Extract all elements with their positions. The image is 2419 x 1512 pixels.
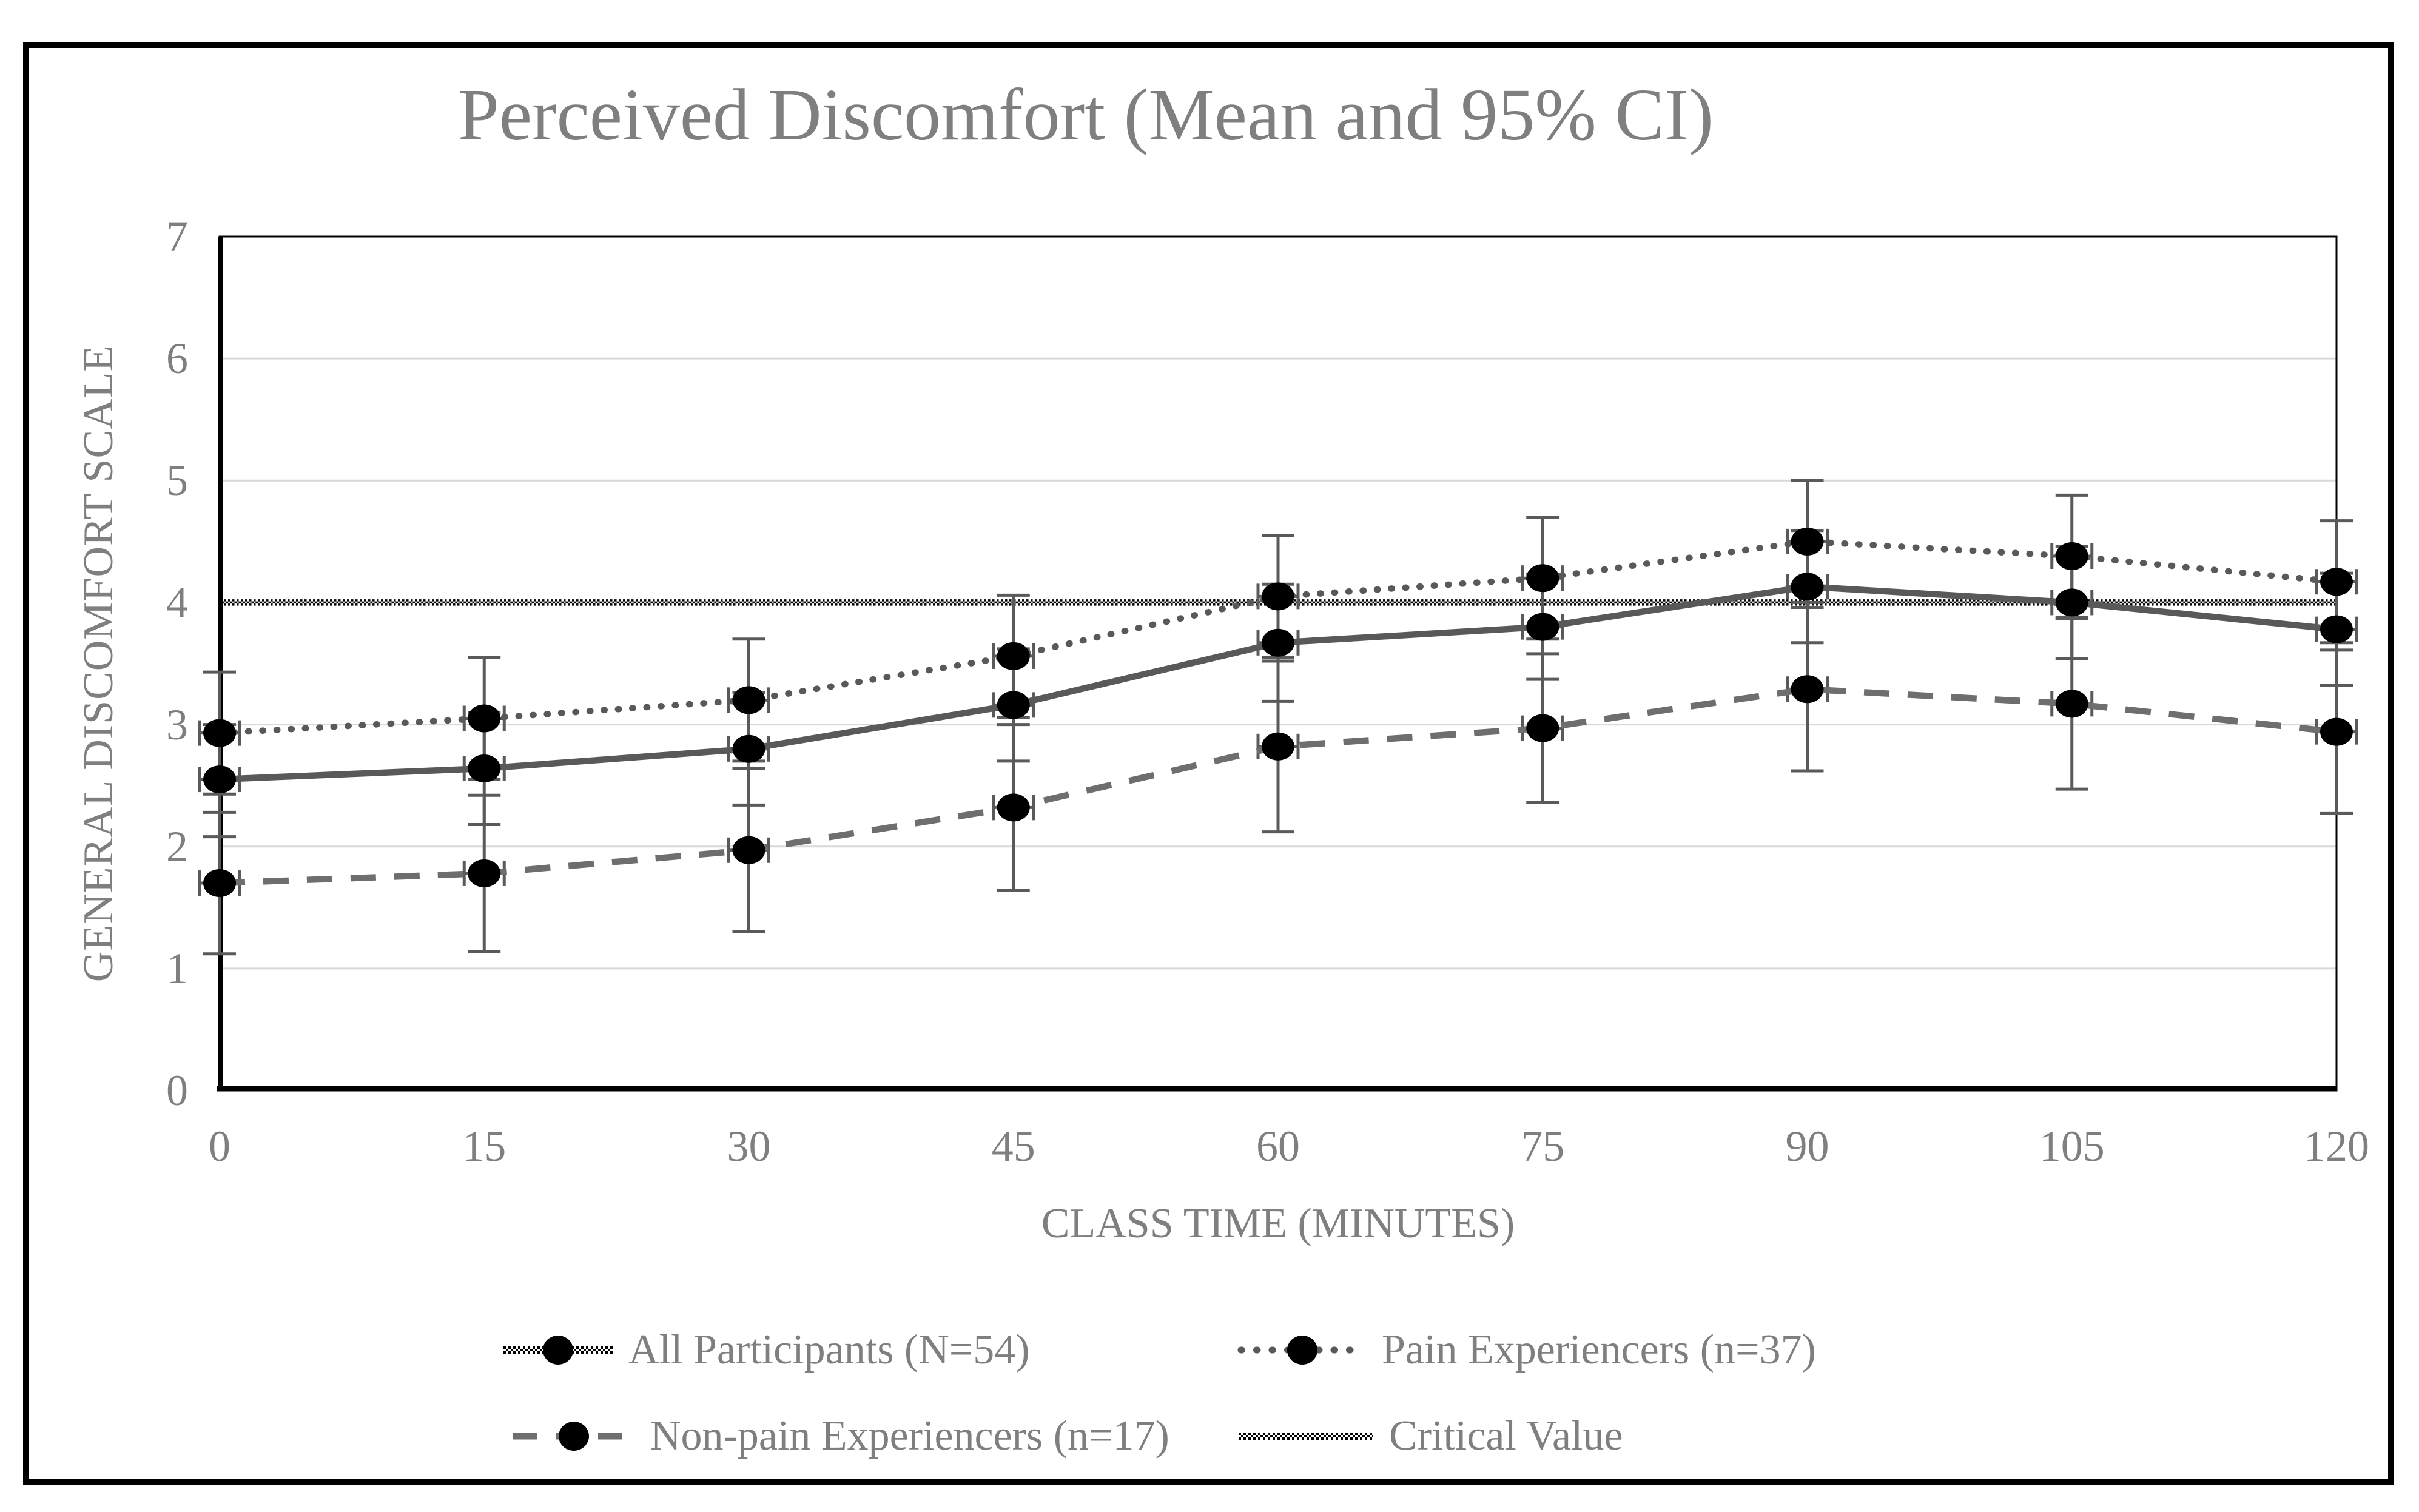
data-point-marker (468, 704, 501, 733)
data-point-marker (2055, 588, 2088, 617)
legend-line-sample-icon (1239, 1433, 1373, 1440)
y-tick-label-6: 6 (166, 334, 188, 383)
legend-label: Pain Experiencers (n=37) (1382, 1326, 1816, 1373)
data-point-marker (468, 754, 501, 782)
x-tick-label-75: 75 (1521, 1122, 1565, 1171)
data-point-marker (2055, 690, 2088, 718)
y-tick-label-2: 2 (166, 822, 188, 871)
x-axis-title: CLASS TIME (MINUTES) (1041, 1200, 1515, 1247)
legend-item-pattern-0: All Participants (N=54) (503, 1321, 1030, 1379)
data-point-marker (1526, 564, 1559, 593)
data-point-marker (2320, 717, 2353, 746)
legend-item-dashed-2: Non-pain Experiencers (n=17) (513, 1407, 1169, 1465)
data-point-marker (1526, 714, 1559, 742)
legend-label: Critical Value (1389, 1413, 1623, 1459)
x-tick-label-45: 45 (991, 1122, 1035, 1171)
plot-area (198, 235, 2358, 1092)
data-point-marker (1262, 628, 1294, 657)
chart-title: Perceived Discomfort (Mean and 95% CI) (458, 74, 1714, 156)
legend-line-sample-icon (513, 1422, 634, 1451)
data-point-marker (997, 642, 1030, 670)
legend-label: All Participants (N=54) (628, 1326, 1030, 1373)
y-tick-label-0: 0 (166, 1066, 188, 1115)
x-tick-label-105: 105 (2039, 1122, 2105, 1171)
data-point-marker (1791, 675, 1824, 704)
data-point-marker (1791, 573, 1824, 601)
legend-label: Non-pain Experiencers (n=17) (650, 1413, 1169, 1459)
x-tick-label-0: 0 (209, 1122, 230, 1171)
x-tick-label-15: 15 (462, 1122, 506, 1171)
y-tick-label-5: 5 (166, 456, 188, 505)
x-tick-label-30: 30 (727, 1122, 771, 1171)
legend-line-sample-icon (1237, 1336, 1367, 1365)
data-point-marker (2320, 568, 2353, 596)
legend-item-pattern-3: Critical Value (1239, 1407, 1623, 1465)
x-tick-label-120: 120 (2304, 1122, 2369, 1171)
data-point-marker (468, 859, 501, 887)
data-point-marker (1262, 732, 1294, 761)
figure-border (23, 42, 2394, 1485)
data-point-marker (997, 691, 1030, 719)
data-point-marker (732, 686, 765, 714)
legend-marker-icon (1287, 1336, 1317, 1365)
data-point-marker (997, 793, 1030, 822)
legend-marker-icon (543, 1336, 573, 1365)
y-axis-title: GENERAL DISCOMFORT SCALE (75, 344, 122, 983)
data-point-marker (1526, 613, 1559, 641)
data-point-marker (203, 765, 236, 794)
y-tick-label-3: 3 (166, 700, 188, 749)
data-point-marker (203, 719, 236, 747)
y-tick-label-7: 7 (166, 212, 188, 261)
data-point-marker (1262, 582, 1294, 611)
data-point-marker (2055, 542, 2088, 570)
data-point-marker (2320, 615, 2353, 643)
legend-line-sample-icon (503, 1336, 613, 1365)
data-point-marker (203, 869, 236, 898)
data-point-marker (1791, 527, 1824, 556)
y-tick-label-4: 4 (166, 578, 188, 627)
x-tick-label-90: 90 (1785, 1122, 1829, 1171)
y-tick-label-1: 1 (166, 944, 188, 993)
data-point-marker (732, 734, 765, 763)
x-tick-label-60: 60 (1256, 1122, 1300, 1171)
legend-item-dotted-1: Pain Experiencers (n=37) (1237, 1321, 1816, 1379)
legend-marker-icon (559, 1422, 589, 1451)
data-point-marker (732, 836, 765, 864)
